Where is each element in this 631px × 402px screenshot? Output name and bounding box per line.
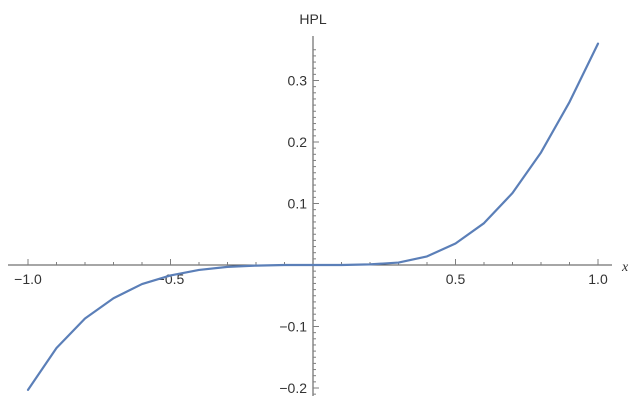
y-axis-title: HPL [299,11,326,27]
x-tick-label: 0.5 [446,271,466,287]
series-layer [26,42,600,391]
y-tick-label: −0.1 [279,319,307,335]
y-tick-label: 0.1 [288,196,308,212]
y-tick-label: 0.2 [288,134,308,150]
axes [8,36,612,396]
y-tick-label: −0.2 [279,380,307,396]
tick-labels: −1.0 −0.5 0.5 1.0−0.2−0.10.10.20.3 [14,73,608,397]
x-tick-label: 1.0 [588,271,608,287]
x-tick-label: −1.0 [14,271,42,287]
x-axis-title: x [621,260,629,275]
y-tick-label: 0.3 [288,73,308,89]
series-line [26,42,600,391]
major-ticks [27,80,599,389]
